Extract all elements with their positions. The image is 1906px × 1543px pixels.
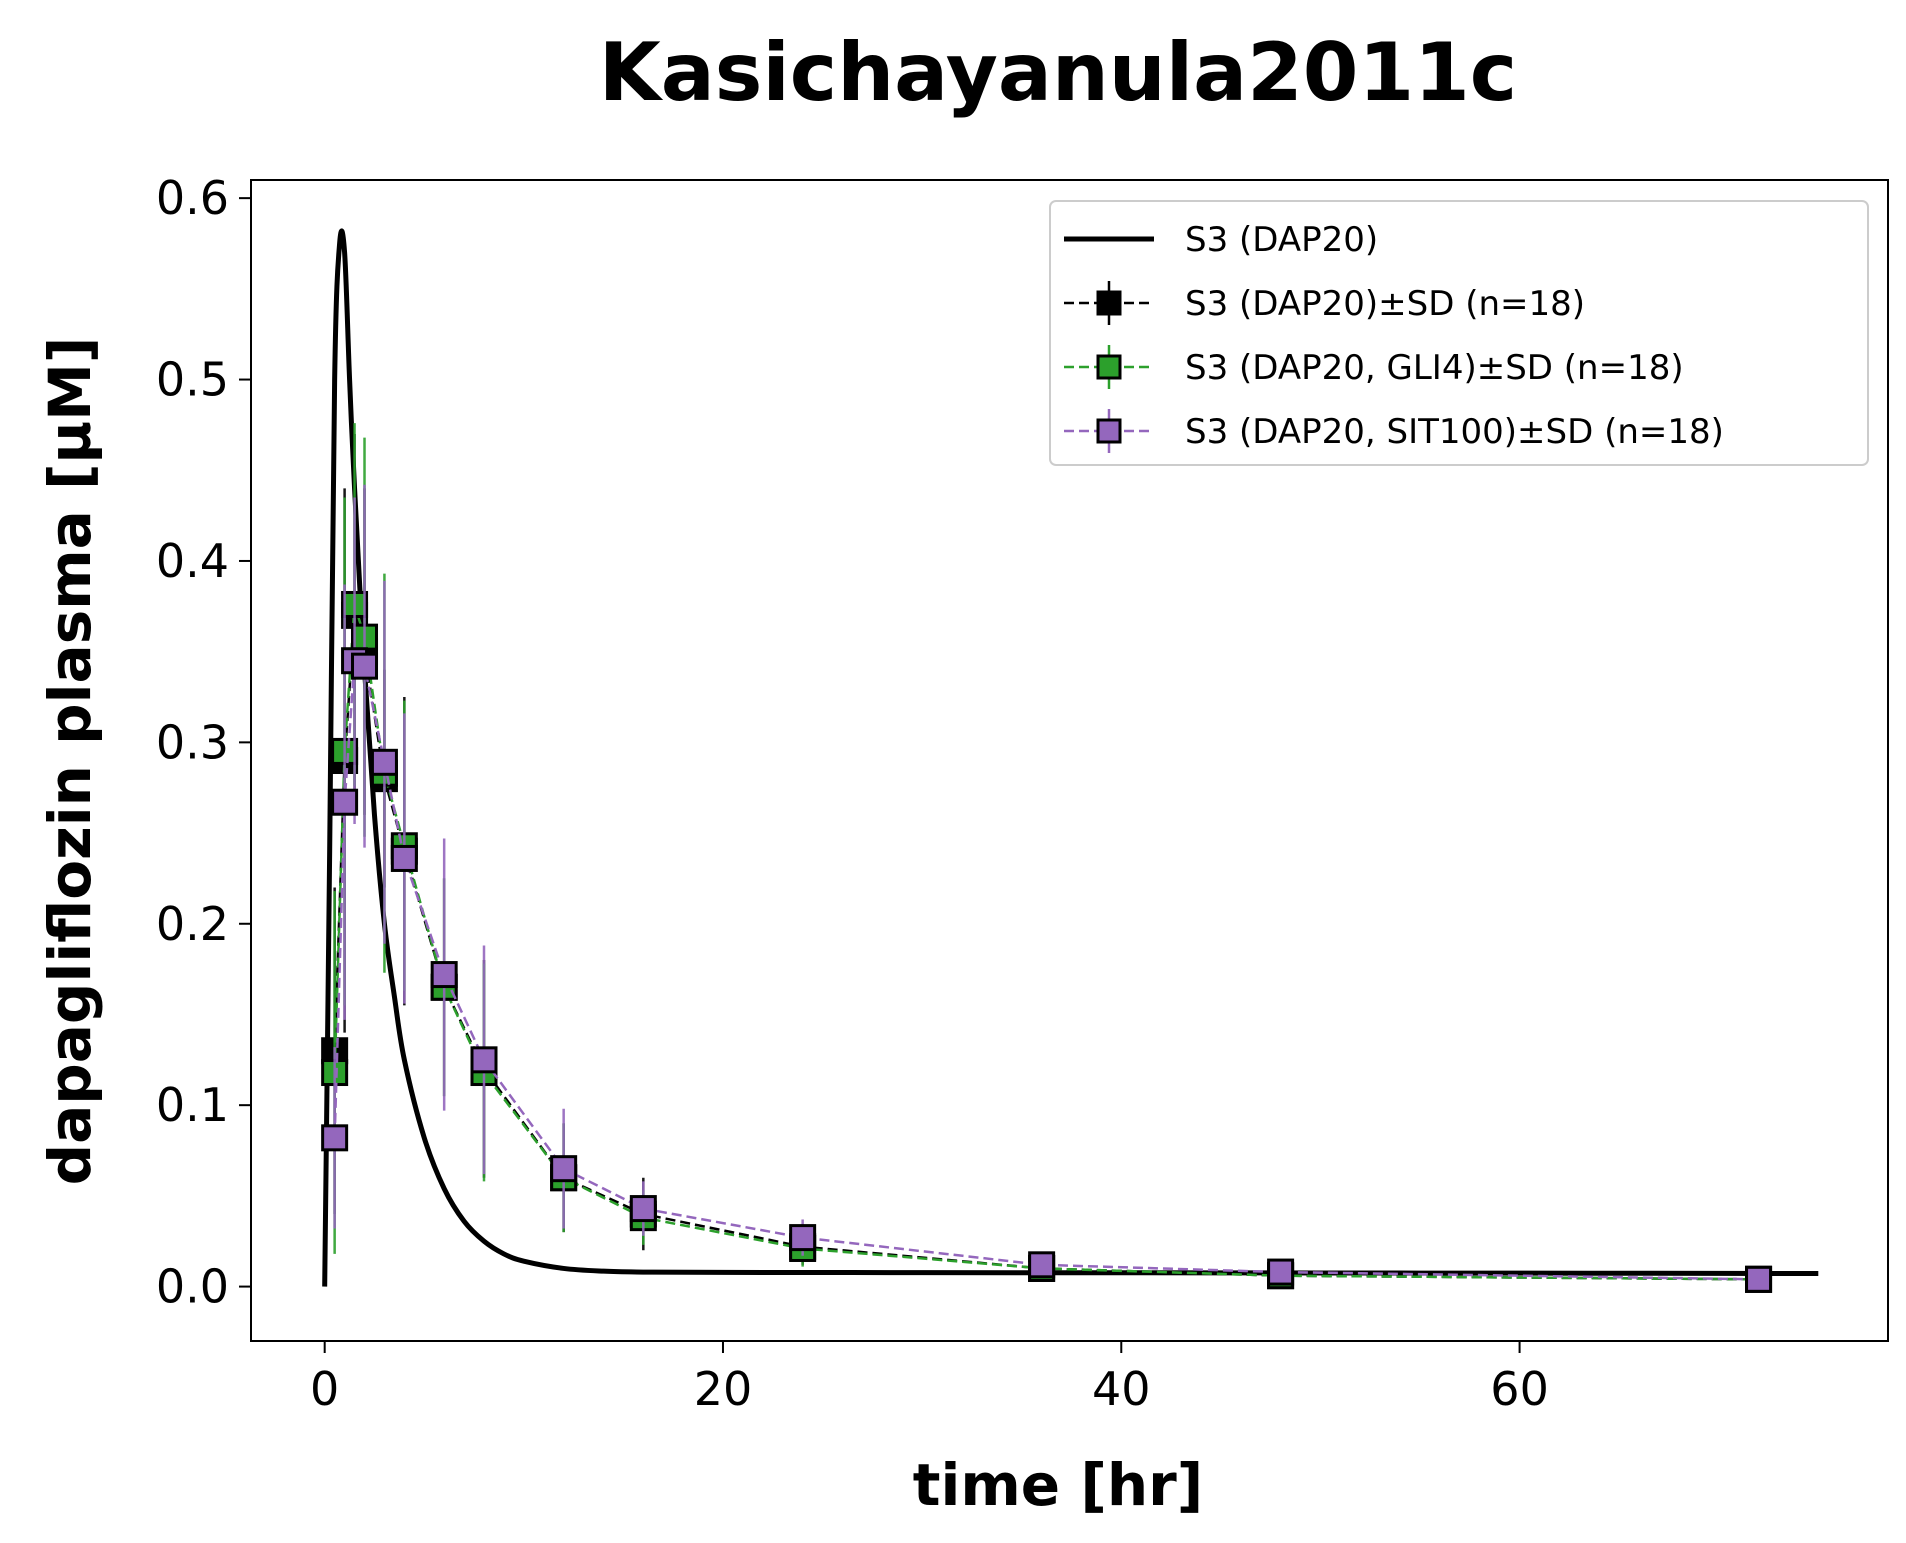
data-point	[370, 748, 398, 776]
data-point	[321, 1124, 349, 1152]
data-point	[1028, 1251, 1056, 1279]
series-3	[321, 484, 1773, 1293]
legend-label: S3 (DAP20, SIT100)±SD (n=18)	[1185, 412, 1724, 452]
y-tick-label: 0.0	[156, 1260, 229, 1314]
x-tick-label: 40	[1092, 1362, 1151, 1416]
legend: S3 (DAP20) S3 (DAP20)±SD (n=18) S3 (DAP20,…	[1049, 200, 1869, 466]
legend-marker-icon	[1096, 418, 1122, 444]
legend-label: S3 (DAP20)±SD (n=18)	[1185, 284, 1585, 324]
y-tick-label: 0.2	[156, 897, 229, 951]
legend-label: S3 (DAP20)	[1185, 220, 1378, 260]
data-point	[1745, 1265, 1773, 1293]
y-axis-label: dapagliflozin plasma [µM]	[36, 337, 104, 1186]
data-point	[351, 652, 379, 680]
x-tick-label: 0	[310, 1362, 339, 1416]
data-point	[331, 788, 359, 816]
data-point	[470, 1046, 498, 1074]
x-tick-label: 20	[694, 1362, 753, 1416]
data-point	[1267, 1258, 1295, 1286]
y-tick-label: 0.3	[156, 715, 229, 769]
data-point	[789, 1224, 817, 1252]
data-point	[550, 1155, 578, 1183]
y-axis: 0.0 0.1 0.2 0.3 0.4 0.5 0.6	[156, 171, 251, 1314]
plot-area	[321, 228, 1819, 1293]
legend-label: S3 (DAP20, GLI4)±SD (n=18)	[1185, 348, 1684, 388]
x-axis: 0 20 40 60	[310, 1341, 1549, 1416]
plot-frame	[250, 179, 1889, 1342]
legend-box	[1049, 200, 1869, 466]
legend-marker-icon	[1096, 290, 1122, 316]
data-point	[629, 1195, 657, 1223]
chart-title: Kasichayanula2011c	[599, 26, 1517, 119]
x-tick-label: 60	[1490, 1362, 1549, 1416]
data-point	[430, 961, 458, 989]
legend-marker-icon	[1096, 354, 1122, 380]
series-line	[333, 658, 1759, 1281]
y-tick-label: 0.6	[156, 171, 229, 225]
x-axis-label: time [hr]	[913, 1451, 1203, 1519]
y-tick-label: 0.4	[156, 534, 229, 588]
simulation-line	[322, 228, 1819, 1287]
y-tick-label: 0.5	[156, 353, 229, 407]
data-point	[390, 844, 418, 872]
y-tick-label: 0.1	[156, 1078, 229, 1132]
